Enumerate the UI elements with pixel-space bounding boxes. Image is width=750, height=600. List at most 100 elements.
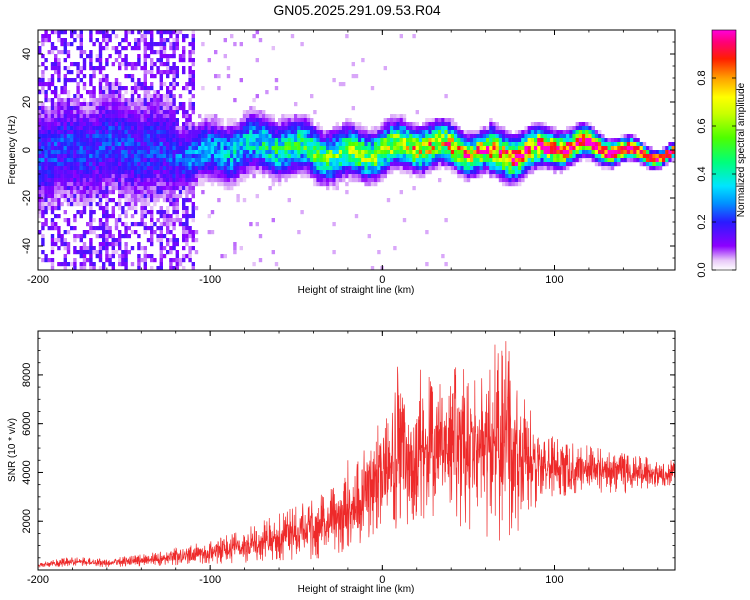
heatmap-cell <box>169 202 173 207</box>
heatmap-cell <box>182 246 186 251</box>
heatmap-cell <box>86 122 90 127</box>
heatmap-cell <box>361 142 365 147</box>
heatmap-cell <box>162 46 167 51</box>
heatmap-cell <box>89 30 93 35</box>
heatmap-cell <box>130 190 135 195</box>
heatmap-cell <box>431 118 435 123</box>
heatmap-cell <box>70 78 74 83</box>
heatmap-cell <box>182 170 186 175</box>
heatmap-cell <box>82 230 87 235</box>
heatmap-cell <box>393 138 397 143</box>
heatmap-cell <box>594 142 599 147</box>
heatmap-cell <box>444 150 448 155</box>
heatmap-cell <box>143 190 147 195</box>
heatmap-cell <box>556 158 560 163</box>
heatmap-cell <box>38 150 42 155</box>
heatmap-cell <box>214 142 218 147</box>
heatmap-cell <box>290 134 295 139</box>
heatmap-cell <box>118 206 122 211</box>
heatmap-cell <box>543 150 547 155</box>
heatmap-cell <box>322 166 327 171</box>
heatmap-cell <box>540 166 544 171</box>
heatmap-cell <box>98 62 103 67</box>
heatmap-cell <box>476 150 480 155</box>
heatmap-cell <box>92 198 96 203</box>
heatmap-cell <box>121 222 125 227</box>
heatmap-cell <box>172 122 176 127</box>
heatmap-cell <box>102 170 106 175</box>
heatmap-cell <box>134 38 138 43</box>
heatmap-cell <box>226 158 231 163</box>
heatmap-cell <box>550 154 554 159</box>
heatmap-cell <box>162 158 167 163</box>
heatmap-cell <box>162 170 167 175</box>
heatmap-cell <box>486 142 490 147</box>
heatmap-cell <box>153 182 157 187</box>
heatmap-cell <box>278 150 282 155</box>
heatmap-cell <box>89 94 93 99</box>
heatmap-cell <box>319 174 323 179</box>
heatmap-cell <box>604 158 608 163</box>
heatmap-cell <box>191 182 195 187</box>
heatmap-cell <box>332 142 336 147</box>
heatmap-cell <box>47 138 51 143</box>
heatmap-cell <box>390 170 394 175</box>
heatmap-cell <box>457 158 461 163</box>
heatmap-cell <box>41 198 45 203</box>
heatmap-cell <box>121 210 125 215</box>
heatmap-cell <box>329 150 333 155</box>
heatmap-cell <box>124 110 128 115</box>
heatmap-cell <box>214 126 218 131</box>
heatmap-cell <box>476 162 480 167</box>
heatmap-cell <box>134 194 138 199</box>
heatmap-cell <box>380 158 384 163</box>
heatmap-cell <box>105 210 109 215</box>
heatmap-cell <box>188 214 192 219</box>
heatmap-cell <box>86 54 90 59</box>
heatmap-cell <box>111 126 115 131</box>
heatmap-cell <box>287 158 291 163</box>
heatmap-cell <box>518 166 522 171</box>
heatmap-cell <box>258 38 263 43</box>
snr-y-tick-label: 4000 <box>21 460 33 484</box>
heatmap-cell <box>412 170 416 175</box>
heatmap-cell <box>390 130 394 135</box>
heatmap-cell <box>281 114 285 119</box>
heatmap-cell <box>230 118 234 123</box>
heatmap-cell <box>82 198 87 203</box>
heatmap-cell <box>444 122 448 127</box>
heatmap-cell <box>415 150 419 155</box>
heatmap-cell <box>220 142 224 147</box>
heatmap-cell <box>271 154 275 159</box>
heatmap-cell <box>124 146 128 151</box>
heatmap-cell <box>57 134 61 139</box>
heatmap-cell <box>217 138 221 143</box>
heatmap-cell <box>70 30 74 35</box>
heatmap-cell <box>194 134 199 139</box>
heatmap-cell <box>201 190 205 195</box>
heatmap-cell <box>242 158 247 163</box>
heatmap-cell <box>383 170 387 175</box>
heatmap-cell <box>118 62 122 67</box>
heatmap-cell <box>191 150 195 155</box>
heatmap-cell <box>450 146 455 151</box>
heatmap-cell <box>57 50 61 55</box>
heatmap-cell <box>156 154 160 159</box>
heatmap-cell <box>175 118 179 123</box>
heatmap-cell <box>345 170 349 175</box>
heatmap-cell <box>252 106 256 111</box>
heatmap-cell <box>271 146 275 151</box>
heatmap-cell <box>281 122 285 127</box>
heatmap-cell <box>172 158 176 163</box>
heatmap-cell <box>130 222 135 227</box>
heatmap-cell <box>108 150 112 155</box>
heatmap-cell <box>47 118 51 123</box>
heatmap-cell <box>358 130 362 135</box>
heatmap-cell <box>390 158 394 163</box>
heatmap-cell <box>124 62 128 67</box>
heatmap-cell <box>60 134 64 139</box>
heatmap-cell <box>127 162 131 167</box>
heatmap-cell <box>639 154 643 159</box>
heatmap-cell <box>66 230 71 235</box>
heatmap-cell <box>153 178 157 183</box>
